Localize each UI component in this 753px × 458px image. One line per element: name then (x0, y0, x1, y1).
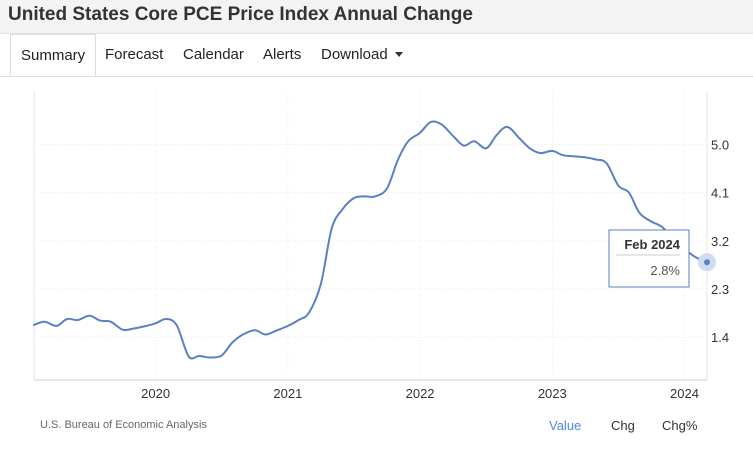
tab-download[interactable]: Download (321, 34, 403, 76)
caret-down-icon (394, 52, 403, 57)
tab-calendar[interactable]: Calendar (183, 46, 244, 63)
chg-button[interactable]: Chg (611, 418, 635, 433)
hover-marker (704, 259, 710, 266)
tooltip-box (608, 229, 690, 288)
y-tick-label: 4.1 (711, 186, 729, 201)
tab-summary[interactable]: Summary (10, 34, 97, 76)
tab-alerts[interactable]: Alerts (263, 46, 302, 63)
x-tick-label: 2020 (141, 386, 170, 401)
x-tick-label: 2024 (670, 386, 699, 401)
y-tick-label: 1.4 (711, 330, 729, 345)
x-tick-label: 2023 (538, 386, 567, 401)
value-button[interactable]: Value (549, 418, 582, 433)
x-tick-label: 2021 (273, 386, 302, 401)
chart-area: 1.4 2.3 3.2 4.1 5.0 2020 2021 2022 2023 2024 Feb… (0, 77, 753, 407)
tab-download-label: Download (321, 46, 388, 63)
tabs-bar: Summary Forecast Calendar Alerts Downloa… (0, 34, 753, 77)
x-axis-labels: 2020 2021 2022 2023 2024 (141, 386, 699, 401)
title-bar: United States Core PCE Price Index Annua… (0, 0, 753, 34)
x-tick-label: 2022 (406, 386, 435, 401)
tab-forecast[interactable]: Forecast (105, 46, 164, 63)
page-title: United States Core PCE Price Index Annua… (8, 4, 473, 25)
source-label: U.S. Bureau of Economic Analysis (40, 419, 207, 431)
y-axis-labels: 1.4 2.3 3.2 4.1 5.0 (711, 138, 729, 346)
y-tick-label: 5.0 (711, 138, 729, 153)
series-line (33, 120, 708, 360)
chg-percent-button[interactable]: Chg% (662, 418, 698, 433)
tooltip: Feb 2024 2.8% (608, 229, 690, 288)
y-tick-label: 3.2 (711, 234, 729, 249)
gridlines (34, 91, 707, 380)
y-tick-label: 2.3 (711, 282, 729, 297)
tooltip-value: 2.8% (650, 263, 680, 278)
tooltip-date: Feb 2024 (624, 237, 680, 252)
line-chart[interactable]: 1.4 2.3 3.2 4.1 5.0 2020 2021 2022 2023 2024 Feb… (0, 77, 753, 407)
